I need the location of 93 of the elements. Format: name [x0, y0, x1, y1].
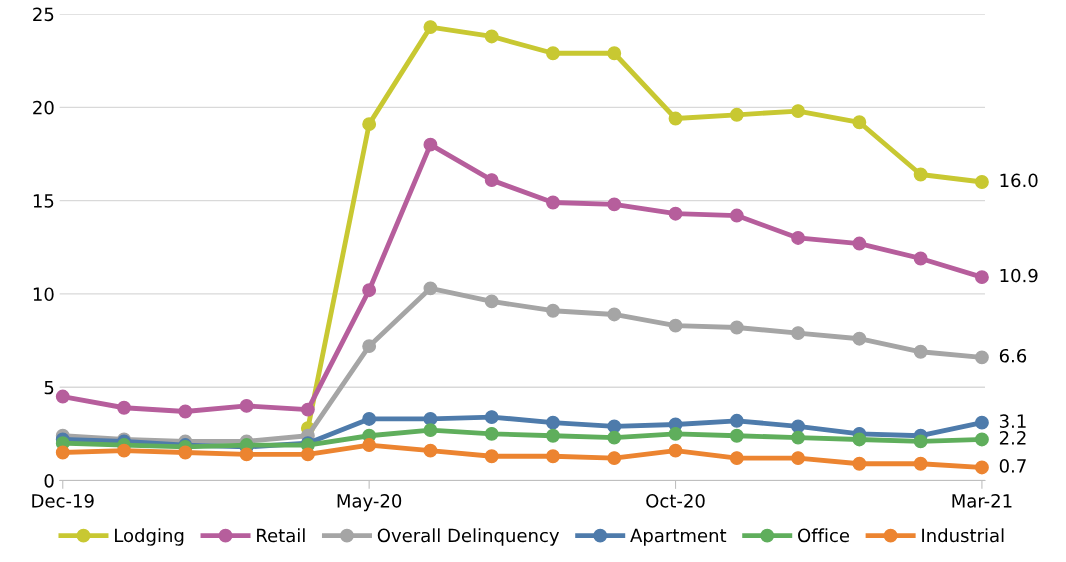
point [423, 411, 438, 426]
point [484, 294, 499, 309]
x-tick-label: Dec-19 [32, 494, 94, 508]
annotation: 3.1 [999, 414, 1026, 428]
point [423, 137, 438, 152]
x-tick-label: May-20 [337, 494, 402, 512]
point [913, 434, 928, 449]
point [974, 350, 989, 365]
point [362, 283, 377, 298]
legend-label: Apartment [630, 528, 727, 546]
point [852, 331, 867, 346]
point [484, 173, 499, 188]
point [546, 449, 560, 464]
legend-label: Industrial [922, 528, 1004, 543]
point [791, 326, 806, 341]
point [362, 117, 377, 132]
point [423, 20, 438, 35]
point [546, 428, 560, 443]
legend-label: Overall Delinquency [377, 528, 560, 546]
y-tick-label: 15 [33, 194, 54, 208]
point [668, 426, 683, 441]
point [546, 195, 560, 210]
annotation: 2.2 [999, 431, 1026, 445]
point [484, 410, 499, 425]
point [178, 404, 193, 419]
y-tick-label: 0 [44, 473, 54, 488]
point [607, 46, 622, 61]
point [668, 318, 683, 333]
point [729, 451, 744, 466]
point [668, 206, 683, 221]
point [729, 107, 744, 122]
point [852, 236, 867, 251]
point [362, 411, 377, 426]
point [913, 344, 928, 359]
point [852, 456, 867, 471]
annotation: 6.6 [999, 348, 1027, 363]
point [729, 208, 744, 223]
point [974, 460, 989, 475]
point [546, 46, 560, 61]
point [607, 307, 622, 322]
point [791, 231, 806, 245]
annotation: 16.0 [1000, 173, 1038, 188]
point [974, 175, 989, 189]
annotation: 10.9 [1000, 268, 1038, 283]
legend-label: Retail [257, 528, 305, 543]
point [239, 398, 254, 413]
point [791, 451, 806, 466]
point [668, 111, 683, 126]
x-tick-label: Mar-21 [952, 494, 1012, 508]
x-tick-label: Oct-20 [646, 494, 705, 508]
point [484, 426, 499, 441]
point [791, 430, 806, 445]
point [913, 167, 928, 182]
y-tick-label: 20 [33, 100, 54, 115]
point [974, 415, 989, 430]
point [546, 303, 560, 318]
legend-label: Office [798, 528, 850, 543]
annotation: 0.7 [999, 459, 1026, 473]
point [791, 104, 806, 119]
y-tick-label: 25 [33, 7, 54, 22]
legend-label: Lodging [115, 528, 184, 546]
point [55, 445, 70, 460]
point [607, 197, 622, 212]
point [668, 443, 683, 458]
point [852, 432, 867, 447]
point [852, 115, 867, 130]
point [974, 432, 989, 447]
point [974, 270, 989, 285]
point [791, 419, 806, 434]
point [55, 389, 70, 404]
y-tick-label: 5 [44, 380, 54, 395]
point [423, 281, 438, 296]
point [362, 339, 377, 354]
point [484, 29, 499, 44]
y-tick-label: 10 [33, 287, 54, 302]
point [913, 456, 928, 471]
point [484, 449, 499, 464]
point [178, 445, 193, 460]
point [117, 443, 131, 458]
point [729, 428, 744, 443]
point [729, 413, 744, 428]
point [300, 447, 315, 462]
point [913, 251, 928, 266]
point [362, 438, 377, 453]
point [239, 447, 254, 462]
point [300, 402, 315, 417]
point [423, 443, 438, 458]
point [607, 430, 622, 445]
point [117, 400, 131, 415]
point [423, 423, 438, 438]
point [546, 415, 560, 430]
point [607, 451, 622, 466]
point [729, 320, 744, 335]
